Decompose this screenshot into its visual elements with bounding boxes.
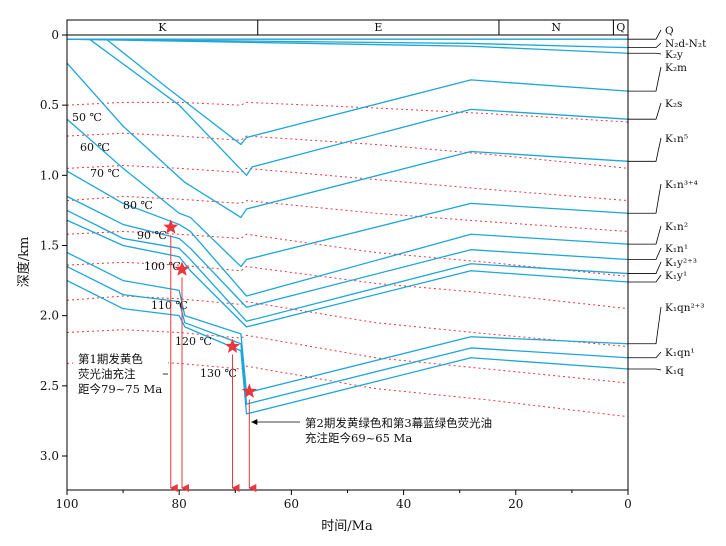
y-tick-label: 2.0	[40, 309, 59, 323]
isotherm-label: 100 ℃	[144, 260, 181, 273]
y-axis-label: 深度/km	[16, 237, 32, 288]
x-tick-label: 40	[396, 497, 411, 511]
x-tick-label: 20	[508, 497, 523, 511]
annotation-2-pointer-head	[251, 419, 258, 425]
burial-curve	[66, 38, 629, 54]
period-label: E	[374, 21, 382, 34]
burial-curve	[89, 38, 629, 176]
y-tick-label: 0	[51, 28, 59, 42]
annotation-1-bg	[73, 350, 168, 398]
layer-label: Q	[665, 25, 674, 37]
isotherm-label: 50 ℃	[72, 111, 102, 124]
burial-curve	[66, 251, 629, 394]
x-axis-label: 时间/Ma	[321, 519, 373, 534]
burial-curve	[66, 219, 629, 328]
layer-label: K₁qn²⁺³	[665, 302, 705, 314]
layer-leader	[628, 29, 662, 40]
layer-leader	[628, 306, 662, 345]
layer-label: K₁n¹	[665, 243, 688, 255]
burial-curve	[105, 38, 629, 146]
charge-point-star	[163, 219, 179, 234]
charge-point-star	[174, 261, 190, 276]
burial-curve	[66, 265, 629, 405]
layer-label: K₂y	[665, 49, 683, 61]
burial-curve	[66, 38, 629, 49]
charge-point-star	[224, 338, 241, 353]
layer-leader	[628, 225, 662, 245]
isotherm-line	[66, 165, 629, 202]
isotherm-label: 120 ℃	[175, 335, 212, 348]
axes: 100 80 60 40 20 0 0 0.5 1.0 1.5 2.0 2.5 3.0	[40, 28, 632, 511]
x-tick-label: 100	[56, 497, 79, 511]
layer-label: K₁n⁵	[665, 133, 688, 145]
isotherm-label: 130 ℃	[200, 367, 237, 380]
layer-label: N₂d-N₂t	[665, 38, 707, 50]
isotherm-label: 70 ℃	[90, 167, 120, 180]
layer-label: K₁q	[665, 365, 684, 377]
layer-leader	[628, 351, 662, 359]
annotation-1-line: 第1期发黄色	[78, 352, 143, 366]
y-tick-label: 2.5	[40, 379, 59, 393]
period-bar-frame	[66, 19, 629, 36]
layer-leader	[628, 368, 662, 371]
annotation-1-line: 距今79~75 Ma	[78, 382, 162, 396]
y-tick-label: 1.5	[40, 239, 59, 253]
period-label: Q	[616, 21, 625, 34]
y-tick-label: 3.0	[40, 449, 59, 463]
isotherm-line	[66, 230, 629, 277]
isotherm-label: 60 ℃	[80, 141, 110, 154]
period-label: N	[551, 21, 561, 34]
period-label: K	[158, 21, 167, 34]
burial-curve	[66, 209, 629, 322]
layer-leader	[628, 274, 662, 283]
layer-label: K₂m	[665, 62, 687, 74]
annotation-1-line: 荧光油充注	[78, 367, 136, 381]
isotherm-line	[66, 195, 629, 232]
burial-curve	[66, 62, 629, 219]
layer-label: K₂s	[665, 98, 682, 110]
layer-leader	[628, 137, 662, 162]
x-tick-label: 60	[284, 497, 299, 511]
layer-leader	[628, 102, 662, 120]
isotherm-line	[66, 261, 629, 310]
layer-leader	[628, 66, 662, 92]
charge-point-star	[241, 383, 257, 398]
layer-label: K₁y²⁺³	[665, 257, 697, 269]
layer-leader	[628, 183, 662, 214]
burial-curve	[66, 118, 629, 268]
isotherm-line	[66, 132, 629, 169]
layer-leader	[628, 42, 662, 49]
x-tick-label: 0	[624, 497, 632, 511]
annotation-2-line: 第2期发黄绿色和第3幕蓝绿色荧光油	[305, 416, 492, 430]
annotation-2-line: 充注距今69~65 Ma	[305, 431, 412, 445]
burial-curves	[66, 38, 629, 415]
burial-curve	[66, 280, 629, 415]
isotherm-line	[66, 295, 629, 348]
layer-leader	[628, 247, 662, 260]
y-tick-label: 0.5	[40, 98, 59, 112]
burial-curve	[66, 170, 629, 297]
isotherm-line	[66, 329, 629, 384]
layer-label: K₁n²	[665, 221, 688, 233]
isotherm-line	[66, 101, 629, 123]
layer-label: K₁y¹	[665, 270, 687, 282]
isotherm-label: 80 ℃	[123, 199, 153, 212]
y-tick-label: 1.0	[40, 168, 59, 182]
layer-label: K₁qn¹	[665, 347, 695, 359]
layer-label: K₁n³⁺⁴	[665, 179, 698, 191]
annotations: 50 ℃ 60 ℃ 70 ℃ 80 ℃ 90 ℃ 100 ℃ 110 ℃ 120 ℃ 130 ℃…	[72, 111, 492, 492]
isotherm-label: 110 ℃	[151, 299, 188, 312]
layer-leader	[628, 52, 662, 55]
layer-leader	[628, 261, 662, 274]
isotherm-label: 90 ℃	[137, 229, 167, 242]
isotherms	[66, 101, 629, 418]
x-tick-label: 80	[172, 497, 187, 511]
burial-curve	[66, 195, 629, 308]
